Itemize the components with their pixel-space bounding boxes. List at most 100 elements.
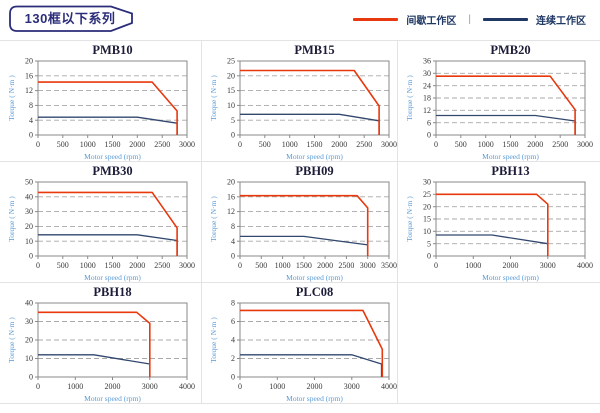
svg-text:10: 10	[25, 237, 33, 246]
svg-text:5: 5	[427, 239, 431, 248]
svg-text:1000: 1000	[80, 261, 96, 270]
empty-cell	[398, 283, 600, 404]
chart-plot: 0 10 20 30 40 0 1000 2000 3000 4000 Motor speed (r…	[7, 299, 195, 403]
svg-text:0: 0	[36, 261, 40, 270]
svg-text:0: 0	[231, 252, 235, 261]
intermittent-line-swatch	[353, 17, 399, 21]
svg-text:20: 20	[227, 178, 235, 187]
chart-card-pmb30: PMB30 0 10 20 30 40 50 0 500 1000 1500 2000 2500 3000…	[0, 162, 202, 283]
svg-text:2500: 2500	[154, 140, 170, 149]
svg-text:20: 20	[25, 222, 33, 231]
chart-card-pmb20: PMB20 0 6 12 18 24 30 36 0 500 1000 1500 2000 2500 300…	[398, 41, 600, 162]
svg-text:500: 500	[255, 261, 267, 270]
chart-title: PBH13	[491, 164, 530, 178]
chart-grid: PMB10 0 4 8 12 16 20 0 500 1000 1500 2000 2500 3000 Mo…	[0, 40, 600, 404]
svg-text:2500: 2500	[154, 261, 170, 270]
svg-text:0: 0	[434, 261, 438, 270]
svg-text:30: 30	[423, 69, 431, 78]
svg-text:40: 40	[25, 192, 33, 201]
chart-plot: 0 5 10 15 20 25 0 500 1000 1500 2000 2500 3000 Motor …	[209, 57, 397, 161]
svg-text:20: 20	[227, 71, 235, 80]
svg-text:3000: 3000	[381, 140, 397, 149]
chart-plot: 0 6 12 18 24 30 36 0 500 1000 1500 2000 2500 3000 Moto…	[405, 57, 593, 161]
chart-plot: 0 4 8 12 16 20 0 500 1000 1500 2000 2500 3000 Motor s…	[7, 57, 195, 161]
svg-text:10: 10	[227, 101, 235, 110]
chart-card-pbh13: PBH13 0 5 10 15 20 25 30 0 1000 2000 3000 4000 Motor …	[398, 162, 600, 283]
svg-text:2000: 2000	[527, 140, 543, 149]
legend-separator: |	[468, 13, 471, 25]
svg-text:Torque ( N·m ): Torque ( N·m )	[209, 317, 218, 363]
svg-text:30: 30	[25, 317, 33, 326]
svg-text:2500: 2500	[338, 261, 354, 270]
svg-text:1000: 1000	[282, 140, 298, 149]
svg-text:4000: 4000	[381, 382, 397, 391]
svg-text:1500: 1500	[503, 140, 519, 149]
svg-text:20: 20	[423, 202, 431, 211]
svg-text:2000: 2000	[129, 261, 145, 270]
svg-text:4: 4	[231, 336, 235, 345]
chart-title: PBH09	[295, 164, 334, 178]
svg-text:5: 5	[231, 116, 235, 125]
chart-plot: 0 5 10 15 20 25 30 0 1000 2000 3000 4000 Motor speed…	[405, 178, 593, 282]
svg-text:3000: 3000	[142, 382, 158, 391]
svg-text:2: 2	[231, 354, 235, 363]
svg-text:Motor speed (rpm): Motor speed (rpm)	[84, 273, 141, 282]
svg-text:Torque ( N·m ): Torque ( N·m )	[405, 196, 414, 242]
svg-text:0: 0	[36, 382, 40, 391]
svg-text:0: 0	[434, 140, 438, 149]
svg-text:Motor speed (rpm): Motor speed (rpm)	[84, 152, 141, 161]
svg-text:3000: 3000	[179, 140, 195, 149]
series-title-badge: 130框以下系列	[8, 5, 136, 33]
svg-text:Motor speed (rpm): Motor speed (rpm)	[482, 273, 539, 282]
chart-title: PMB20	[490, 43, 531, 57]
svg-text:Torque ( N·m ): Torque ( N·m )	[209, 196, 218, 242]
chart-card-pbh18: PBH18 0 10 20 30 40 0 1000 2000 3000 4000 Motor spe…	[0, 283, 202, 404]
svg-text:2000: 2000	[105, 382, 121, 391]
continuous-line-swatch	[483, 17, 528, 21]
chart-plot: 0 2 4 6 8 0 1000 2000 3000 4000 Motor speed (rpm) T…	[209, 299, 397, 403]
svg-text:2000: 2000	[129, 140, 145, 149]
svg-text:Torque ( N·m ): Torque ( N·m )	[7, 75, 16, 121]
svg-text:Torque ( N·m ): Torque ( N·m )	[405, 75, 414, 121]
svg-text:4: 4	[231, 237, 235, 246]
svg-text:0: 0	[231, 373, 235, 382]
svg-text:2000: 2000	[307, 382, 323, 391]
svg-text:2500: 2500	[356, 140, 372, 149]
svg-text:1500: 1500	[105, 140, 121, 149]
svg-text:8: 8	[29, 101, 33, 110]
page-header: 130框以下系列 间歇工作区 | 连续工作区	[0, 0, 600, 40]
svg-text:16: 16	[25, 71, 33, 80]
svg-text:1500: 1500	[307, 140, 323, 149]
svg-text:40: 40	[25, 299, 33, 308]
svg-text:1500: 1500	[296, 261, 312, 270]
svg-text:0: 0	[238, 140, 242, 149]
svg-text:500: 500	[57, 261, 69, 270]
svg-text:1000: 1000	[478, 140, 494, 149]
svg-text:12: 12	[227, 207, 235, 216]
svg-text:Torque ( N·m ): Torque ( N·m )	[209, 75, 218, 121]
chart-card-pmb15: PMB15 0 5 10 15 20 25 0 500 1000 1500 2000 2500 3000 M…	[202, 41, 398, 162]
svg-text:500: 500	[57, 140, 69, 149]
svg-text:3000: 3000	[577, 140, 593, 149]
svg-text:0: 0	[427, 252, 431, 261]
svg-text:Motor speed (rpm): Motor speed (rpm)	[286, 152, 343, 161]
svg-text:0: 0	[29, 373, 33, 382]
svg-text:50: 50	[25, 178, 33, 187]
svg-text:Motor speed (rpm): Motor speed (rpm)	[482, 152, 539, 161]
svg-text:15: 15	[227, 86, 235, 95]
svg-text:30: 30	[25, 207, 33, 216]
svg-text:15: 15	[423, 215, 431, 224]
svg-text:0: 0	[238, 261, 242, 270]
svg-text:0: 0	[427, 131, 431, 140]
svg-text:10: 10	[25, 354, 33, 363]
svg-text:3000: 3000	[540, 261, 556, 270]
svg-text:25: 25	[227, 57, 235, 66]
chart-title: PMB30	[92, 164, 133, 178]
svg-text:4000: 4000	[577, 261, 593, 270]
svg-text:6: 6	[231, 317, 235, 326]
svg-text:6: 6	[427, 118, 431, 127]
svg-text:1000: 1000	[80, 140, 96, 149]
chart-card-pmb10: PMB10 0 4 8 12 16 20 0 500 1000 1500 2000 2500 3000 Mo…	[0, 41, 202, 162]
chart-card-pbh09: PBH09 0 4 8 12 16 20 0 500 1000 1500 2000 2500 3000 35…	[202, 162, 398, 283]
